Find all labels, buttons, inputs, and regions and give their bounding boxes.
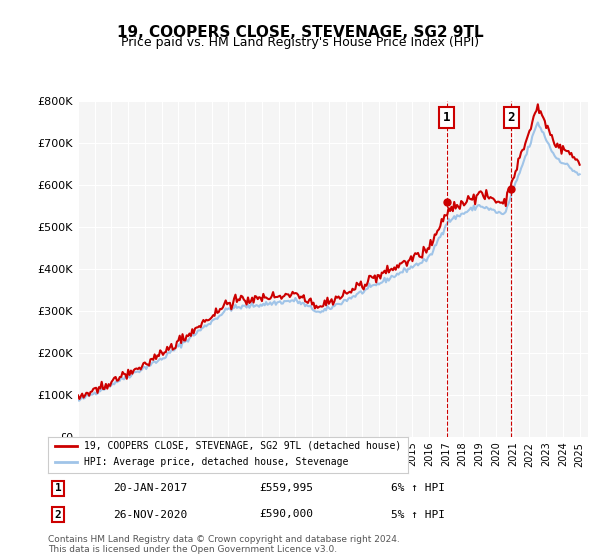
- Text: 1: 1: [443, 111, 451, 124]
- Text: HPI: Average price, detached house, Stevenage: HPI: Average price, detached house, Stev…: [84, 458, 349, 467]
- Text: 26-NOV-2020: 26-NOV-2020: [113, 510, 188, 520]
- Text: 6% ↑ HPI: 6% ↑ HPI: [391, 483, 445, 493]
- Text: £590,000: £590,000: [260, 510, 314, 520]
- Text: 2: 2: [55, 510, 61, 520]
- Text: 2: 2: [508, 111, 515, 124]
- Text: 1: 1: [55, 483, 61, 493]
- Text: Price paid vs. HM Land Registry's House Price Index (HPI): Price paid vs. HM Land Registry's House …: [121, 36, 479, 49]
- Text: 20-JAN-2017: 20-JAN-2017: [113, 483, 188, 493]
- Text: 5% ↑ HPI: 5% ↑ HPI: [391, 510, 445, 520]
- Text: 19, COOPERS CLOSE, STEVENAGE, SG2 9TL: 19, COOPERS CLOSE, STEVENAGE, SG2 9TL: [116, 25, 484, 40]
- Text: 19, COOPERS CLOSE, STEVENAGE, SG2 9TL (detached house): 19, COOPERS CLOSE, STEVENAGE, SG2 9TL (d…: [84, 441, 401, 451]
- Text: £559,995: £559,995: [260, 483, 314, 493]
- Text: Contains HM Land Registry data © Crown copyright and database right 2024.
This d: Contains HM Land Registry data © Crown c…: [48, 535, 400, 554]
